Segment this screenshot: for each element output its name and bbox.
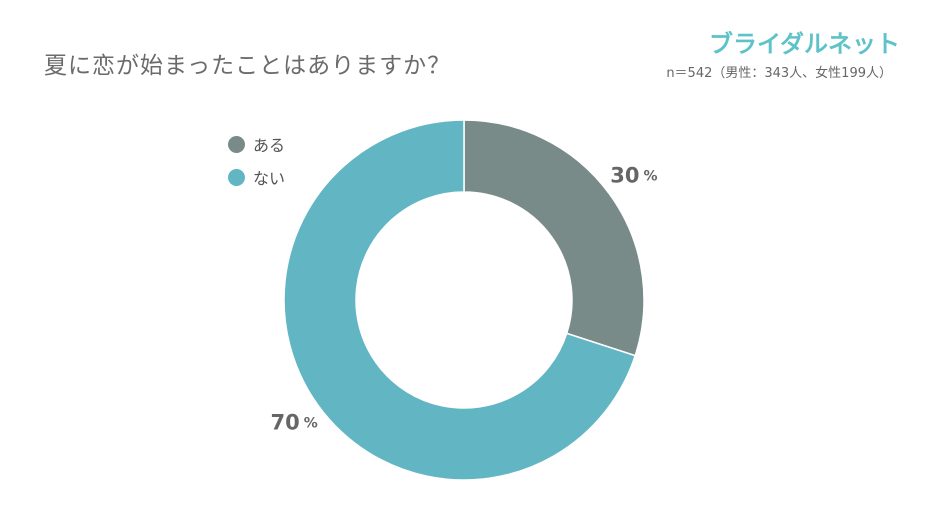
- sample-size-note: n＝542（男性：343人、女性199人）: [666, 66, 892, 81]
- pct-label-nai: 70%: [270, 410, 317, 434]
- brand-logo: ブライダルネット: [708, 30, 900, 58]
- chart-legend: ある ない: [228, 133, 285, 199]
- legend-item-nai: ない: [228, 166, 285, 188]
- legend-swatch-nai: [228, 168, 245, 186]
- legend-item-aru: ある: [228, 133, 285, 155]
- legend-label-nai: ない: [253, 169, 286, 188]
- legend-swatch-aru: [228, 135, 245, 153]
- legend-label-aru: ある: [253, 136, 286, 155]
- pct-label-aru: 30%: [610, 164, 657, 188]
- chart-title: 夏に恋が始まったことはありますか？: [44, 53, 452, 79]
- slice-nai: [283, 119, 637, 481]
- slice-aru: [463, 119, 645, 357]
